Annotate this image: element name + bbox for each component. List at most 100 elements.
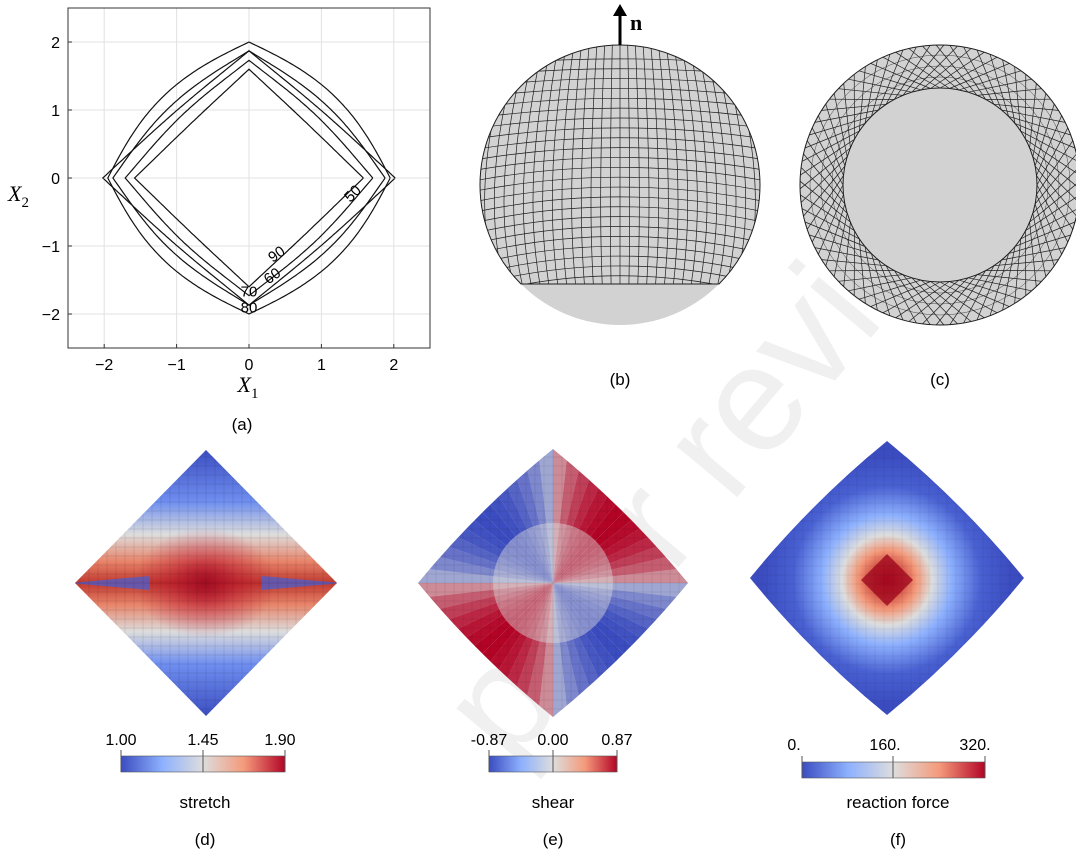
spiral-mesh-line [1001,247,1066,261]
meridian-line [532,44,552,284]
spiral-mesh-line [870,63,931,89]
tick-mid: 1.45 [187,732,218,749]
outer-outline [799,44,1076,326]
spiral-mesh-line [1034,153,1076,205]
spiral-mesh-line [871,253,891,316]
parallel-line [480,88,761,97]
spiral-mesh-line [949,45,986,100]
parallel-line [480,186,761,201]
spiral-mesh-line [908,48,960,91]
spiral-mesh-line [1025,139,1076,176]
spiral-mesh-line [882,56,941,89]
y-tick-label: −2 [42,307,60,324]
cap-outline [479,44,761,285]
spiral-mesh-line [843,222,851,287]
panel-b-cap-mesh: n (b) [479,4,761,389]
panel-e-label: (e) [543,830,564,849]
center-fade [493,523,613,643]
contour-label-60: 60 [261,265,284,288]
spiral-mesh-line [1032,93,1047,157]
meridian-line [673,44,689,284]
spiral-mesh-line [894,270,931,325]
y-tick-label: −1 [42,239,60,256]
spiral-mesh-line [1002,59,1016,124]
spiral-mesh-line [814,247,879,261]
contour-label-90: 90 [265,243,288,266]
contour-60 [112,50,386,306]
spiral-mesh-line [858,70,922,91]
ring-line [809,54,1071,316]
spiral-mesh-line [801,208,860,240]
parallel-line [480,127,761,139]
spiral-mesh-line [1014,66,1022,132]
spiral-mesh-line [911,277,958,325]
spiral-mesh-line [838,274,903,282]
spiral-mesh-line [1036,115,1062,176]
contour-label-80: 80 [241,300,258,317]
spiral-mesh-line [989,54,1009,117]
spiral-mesh-line [833,93,848,157]
x-axis-label: X1 [237,372,259,402]
spiral-mesh-line [882,281,941,314]
spiral-mesh-line [935,274,978,325]
spiral-mesh-line [930,281,985,319]
parallel-line [480,275,761,284]
parallel-line [480,206,761,222]
spiral-mesh-line [885,46,917,105]
spiral-mesh-line [800,139,855,176]
spiral-mesh-line [811,127,844,186]
spiral-mesh-line [963,265,995,324]
spiral-mesh-line [804,221,866,247]
sector-bottom-left [536,583,553,717]
parallel-line [480,107,761,118]
spiral-mesh-line [1036,194,1062,255]
spiral-mesh-line [1032,156,1076,203]
tick-high: 320. [959,737,990,754]
parallel-line [480,265,761,284]
spiral-mesh-line [1036,127,1069,186]
spiral-mesh-line [803,165,846,217]
spiral-mesh-line [1001,109,1066,123]
sector-top-right [553,549,688,583]
spiral-mesh-line [821,259,887,267]
spiral-mesh-line [1029,83,1037,148]
sector-top-right [553,566,688,583]
spiral-mesh-line [989,253,1009,316]
spiral-mesh-line [977,274,1042,282]
spiral-mesh-line [1034,103,1055,167]
sector-top-right [553,449,570,583]
spiral-mesh-line [968,78,1032,93]
sector-top-left [519,449,553,583]
meridian-line [480,44,482,284]
sector-top-left [418,566,553,583]
tick-mid: 0.00 [537,732,568,749]
spiral-mesh-line [800,194,855,231]
spiral-mesh-line [838,88,903,96]
spiral-mesh-line [1036,140,1074,195]
parallel-line [480,196,761,212]
spiral-mesh-line [911,45,958,93]
x-tick-label: 0 [245,357,254,374]
parallel-line [480,255,761,274]
spiral-mesh-line [800,180,851,223]
spiral-mesh-line [922,277,969,325]
spiral-mesh-line [1020,130,1076,162]
parallel-line [480,137,761,149]
meridian-line [627,44,631,284]
spiral-mesh-line [878,49,904,111]
tick-high: 0.87 [601,732,632,749]
spiral-mesh-line [1036,184,1069,243]
parallel-line [480,176,761,191]
parallel-line [480,157,761,170]
ring-mesh-lines [800,45,1076,325]
spiral-mesh-line [848,78,912,93]
parallel-line [480,216,761,233]
y-tick-label: 2 [51,35,60,52]
spiral-mesh-line [814,109,879,123]
spiral-mesh-line [958,279,1022,300]
normal-arrow [613,4,627,45]
inner-disc [842,87,1038,283]
normal-label: n [630,10,642,35]
